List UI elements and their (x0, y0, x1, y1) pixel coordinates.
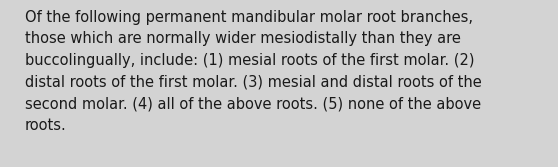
Text: Of the following permanent mandibular molar root branches,
those which are norma: Of the following permanent mandibular mo… (25, 10, 482, 133)
